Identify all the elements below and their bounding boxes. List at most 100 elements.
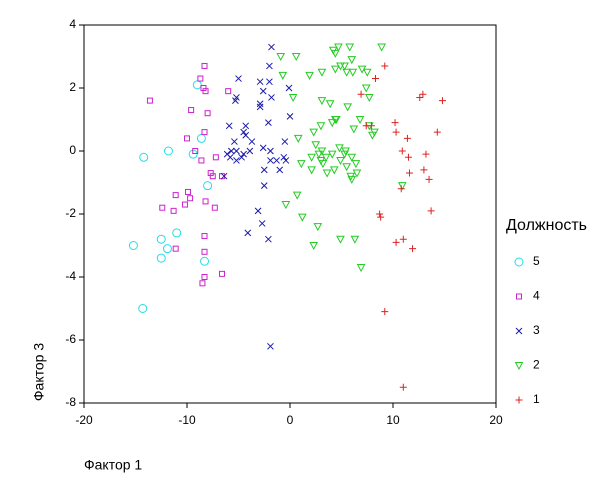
point bbox=[422, 150, 430, 158]
point bbox=[291, 53, 301, 62]
point bbox=[201, 62, 208, 69]
x-tick-label: -10 bbox=[178, 413, 196, 427]
y-tick-label: 0 bbox=[69, 143, 76, 157]
point bbox=[342, 163, 351, 172]
point bbox=[254, 207, 262, 215]
point bbox=[347, 56, 357, 65]
point bbox=[357, 90, 365, 98]
point bbox=[201, 274, 208, 280]
point bbox=[327, 150, 337, 159]
y-tick-label: -2 bbox=[65, 206, 76, 220]
point bbox=[202, 88, 209, 95]
point bbox=[316, 122, 326, 131]
point bbox=[184, 135, 190, 142]
point bbox=[405, 169, 413, 177]
point bbox=[288, 93, 298, 103]
point bbox=[362, 122, 370, 130]
point bbox=[409, 245, 417, 253]
point bbox=[397, 182, 407, 191]
point bbox=[188, 107, 195, 114]
point bbox=[392, 128, 400, 136]
point bbox=[225, 88, 232, 95]
point bbox=[305, 71, 314, 80]
point bbox=[172, 228, 182, 238]
point bbox=[392, 238, 400, 246]
point bbox=[138, 304, 148, 313]
point bbox=[139, 152, 149, 162]
y-axis-title: Фактор 3 bbox=[31, 343, 47, 401]
legend-marker bbox=[514, 362, 524, 371]
point bbox=[404, 153, 412, 161]
point bbox=[280, 153, 288, 161]
point bbox=[398, 147, 406, 155]
point bbox=[335, 144, 344, 153]
point bbox=[276, 166, 284, 174]
point bbox=[371, 75, 379, 83]
point bbox=[377, 213, 385, 221]
point bbox=[268, 94, 275, 101]
y-tick-label: 2 bbox=[69, 80, 76, 94]
point bbox=[336, 62, 345, 71]
point bbox=[368, 131, 377, 140]
point bbox=[267, 147, 274, 155]
y-tick-label: -4 bbox=[65, 269, 76, 283]
point bbox=[438, 97, 446, 105]
point bbox=[327, 119, 337, 128]
point bbox=[340, 150, 349, 159]
point bbox=[433, 128, 441, 136]
legend-marker bbox=[515, 396, 523, 404]
point bbox=[276, 53, 286, 62]
point bbox=[192, 80, 202, 90]
point bbox=[201, 248, 208, 255]
point bbox=[364, 93, 374, 103]
point bbox=[377, 43, 387, 52]
point bbox=[256, 100, 264, 108]
point bbox=[156, 253, 166, 263]
point bbox=[296, 160, 306, 169]
point bbox=[350, 235, 360, 244]
point bbox=[311, 141, 321, 150]
point bbox=[181, 201, 188, 208]
point bbox=[399, 383, 407, 391]
point bbox=[248, 138, 256, 145]
point bbox=[265, 119, 272, 127]
point bbox=[381, 308, 389, 316]
point bbox=[281, 138, 289, 145]
point bbox=[330, 49, 340, 58]
point bbox=[202, 198, 209, 205]
point bbox=[187, 195, 194, 202]
point bbox=[352, 169, 362, 178]
point bbox=[362, 68, 372, 77]
point bbox=[278, 71, 288, 80]
point bbox=[351, 160, 361, 169]
point bbox=[361, 84, 371, 93]
point bbox=[209, 173, 216, 180]
legend-title: Должность bbox=[506, 217, 587, 234]
point bbox=[293, 134, 303, 143]
point bbox=[322, 169, 332, 178]
point bbox=[356, 264, 366, 273]
point bbox=[316, 156, 326, 166]
point bbox=[242, 122, 250, 130]
point bbox=[332, 116, 341, 125]
point bbox=[259, 144, 267, 152]
x-tick-label: 10 bbox=[386, 413, 400, 427]
point bbox=[220, 172, 228, 180]
point bbox=[329, 166, 339, 175]
legend-label: 3 bbox=[533, 323, 540, 337]
point bbox=[347, 175, 357, 184]
point bbox=[238, 153, 245, 161]
point bbox=[298, 213, 307, 222]
point bbox=[355, 116, 365, 125]
x-tick-label: 20 bbox=[489, 413, 503, 427]
legend-marker bbox=[515, 327, 523, 335]
point bbox=[391, 119, 399, 127]
point bbox=[347, 153, 357, 162]
point bbox=[240, 150, 248, 158]
point bbox=[256, 78, 264, 86]
point bbox=[285, 84, 293, 92]
point bbox=[399, 235, 407, 243]
point bbox=[212, 154, 219, 161]
